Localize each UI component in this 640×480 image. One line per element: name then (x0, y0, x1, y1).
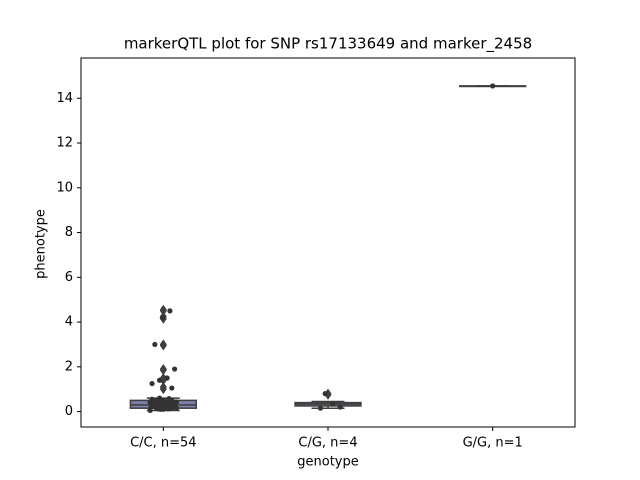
point (322, 391, 328, 397)
point (160, 406, 166, 412)
flier (159, 381, 167, 392)
point (168, 405, 174, 412)
y-tick-label: 12 (56, 136, 73, 151)
point (152, 341, 158, 348)
y-tick-label: 8 (65, 225, 73, 240)
point (149, 380, 155, 387)
point (151, 399, 157, 405)
point (171, 400, 177, 407)
x-tick-label: C/C, n=54 (130, 436, 196, 451)
flier (159, 364, 167, 375)
point (166, 395, 172, 402)
point (161, 401, 167, 407)
chart-title: markerQTL plot for SNP rs17133649 and ma… (124, 35, 532, 54)
x-tick-label: G/G, n=1 (463, 436, 523, 451)
point (158, 397, 165, 403)
flier (159, 304, 167, 315)
point (156, 377, 163, 383)
point (154, 403, 160, 409)
point (173, 405, 180, 411)
y-tick-label: 6 (65, 270, 73, 285)
y-tick-label: 14 (56, 91, 73, 106)
flier (159, 339, 167, 350)
point (490, 83, 496, 89)
y-tick-label: 4 (65, 315, 73, 330)
y-tick-label: 2 (65, 359, 73, 374)
flier (324, 388, 332, 399)
y-tick-label: 0 (65, 404, 73, 419)
point (317, 405, 324, 411)
point (147, 407, 153, 414)
x-axis-label: genotype (297, 455, 358, 470)
point (167, 308, 173, 314)
point (337, 404, 343, 410)
point (330, 401, 336, 407)
x-tick-label: C/G, n=4 (298, 436, 357, 451)
point (172, 366, 178, 372)
point (159, 314, 165, 321)
y-axis-label: phenotype (34, 209, 49, 279)
y-tick-label: 10 (56, 180, 73, 195)
point (169, 385, 175, 391)
plot-frame (80, 57, 576, 428)
point (164, 375, 170, 381)
